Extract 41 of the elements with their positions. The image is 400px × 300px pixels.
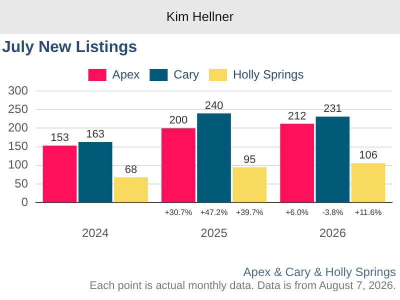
x-tick-label: 2024: [82, 226, 110, 240]
legend-label: Cary: [174, 67, 200, 82]
bar: [232, 167, 267, 202]
data-label: 95: [243, 154, 256, 166]
text: +47.2%: [200, 208, 228, 217]
bar: [316, 116, 350, 202]
text: Each point is actual monthly data. Data is from August 7, 2026.: [88, 279, 397, 293]
chart-title: July New Listings: [1, 38, 138, 58]
y-tick-label: 250: [8, 102, 28, 116]
chart-subtitle: Kim Hellner: [0, 0, 400, 34]
x-tick-label: 2026: [319, 226, 346, 240]
bar: [162, 128, 196, 202]
y-tick-label: 0: [21, 194, 28, 209]
data-label: 231: [323, 103, 342, 116]
x-tick-label: 2025: [200, 226, 228, 240]
y-tick-label: 100: [8, 158, 28, 172]
bar: [197, 113, 231, 202]
data-label: 106: [359, 150, 378, 162]
data-label: 240: [204, 100, 224, 112]
text: Apex & Cary & Holly Springs: [242, 265, 397, 279]
y-tick-label: 150: [8, 139, 28, 154]
legend-label: Apex: [112, 67, 140, 82]
text: +30.7%: [164, 208, 192, 217]
y-tick-label: 300: [8, 83, 28, 98]
bar: [351, 163, 386, 202]
legend-label: Holly Springs: [232, 67, 304, 82]
bar: [114, 177, 148, 202]
bar: [280, 124, 314, 202]
data-label: 163: [86, 128, 105, 140]
data-label: 68: [124, 164, 138, 176]
text: +39.7%: [236, 208, 264, 217]
text: -3.8%: [322, 208, 344, 217]
text: +11.6%: [354, 208, 382, 217]
bar: [42, 146, 77, 202]
y-tick-label: 50: [14, 176, 28, 190]
data-label: 212: [288, 110, 306, 122]
data-label: 153: [50, 132, 69, 144]
y-tick-label: 200: [8, 120, 28, 135]
text: +6.0%: [286, 208, 309, 217]
bar: [78, 142, 112, 202]
data-label: 200: [169, 114, 188, 127]
